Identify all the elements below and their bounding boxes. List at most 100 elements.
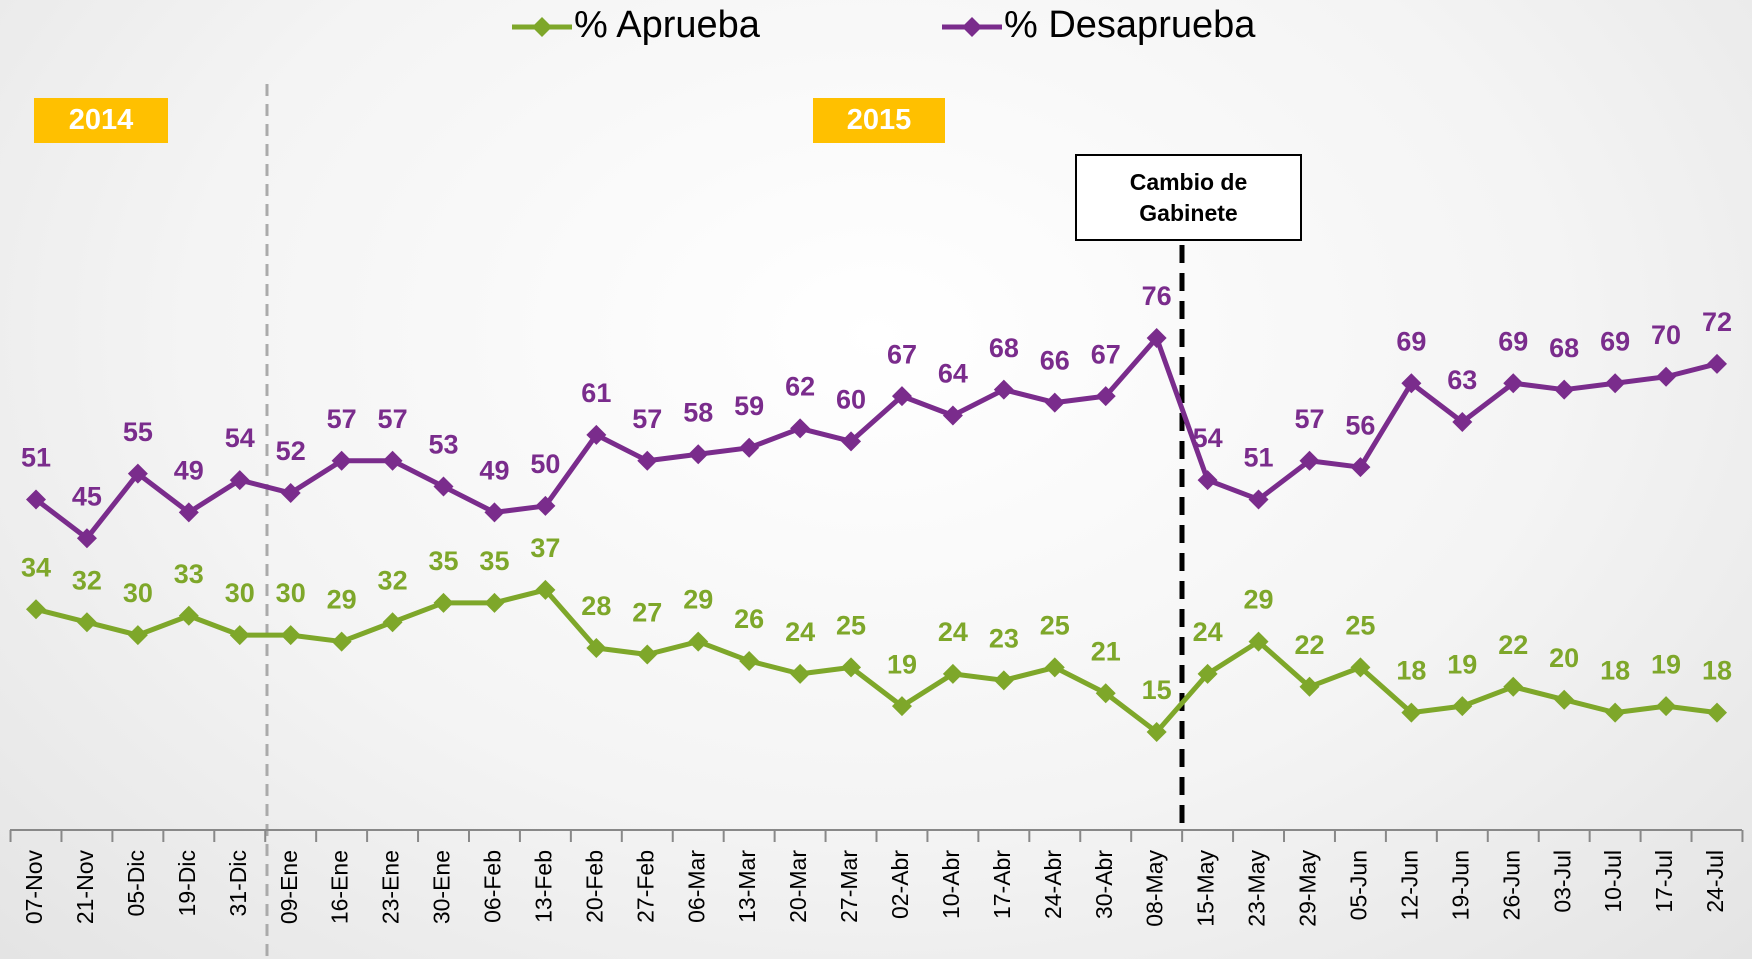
point bbox=[637, 644, 658, 665]
data-label: 19 bbox=[887, 649, 917, 679]
data-label: 22 bbox=[1498, 630, 1528, 660]
data-label: 29 bbox=[683, 585, 713, 615]
data-label: 32 bbox=[378, 565, 408, 595]
data-label: 58 bbox=[683, 397, 713, 427]
data-label: 63 bbox=[1447, 365, 1477, 395]
x-tick-label: 16-Ene bbox=[327, 850, 353, 924]
x-tick-label: 26-Jun bbox=[1498, 850, 1524, 920]
data-label: 25 bbox=[1345, 611, 1375, 641]
data-label: 32 bbox=[72, 565, 102, 595]
data-label: 30 bbox=[225, 578, 255, 608]
point bbox=[1299, 676, 1320, 697]
point bbox=[382, 450, 403, 471]
point bbox=[127, 463, 148, 484]
data-label: 67 bbox=[887, 339, 917, 369]
x-tick-label: 27-Feb bbox=[632, 850, 658, 923]
data-label: 29 bbox=[1244, 585, 1274, 615]
point bbox=[739, 437, 760, 458]
legend-marker bbox=[532, 17, 552, 37]
data-label: 35 bbox=[428, 546, 458, 576]
x-tick-label: 27-Mar bbox=[836, 850, 862, 923]
data-label: 49 bbox=[479, 456, 509, 486]
x-tick-label: 19-Dic bbox=[174, 850, 200, 916]
data-label: 29 bbox=[327, 585, 357, 615]
x-tick-label: 19-Jun bbox=[1447, 850, 1473, 920]
data-label: 68 bbox=[989, 333, 1019, 363]
x-tick-label: 31-Dic bbox=[225, 850, 251, 916]
point bbox=[1605, 702, 1626, 723]
data-label: 57 bbox=[1294, 404, 1324, 434]
x-tick-label: 15-May bbox=[1193, 850, 1219, 927]
point bbox=[1095, 683, 1116, 704]
point bbox=[891, 386, 912, 407]
x-tick-label: 02-Abr bbox=[887, 850, 913, 919]
data-label: 57 bbox=[327, 404, 357, 434]
point bbox=[942, 663, 963, 684]
point bbox=[739, 650, 760, 671]
point bbox=[280, 625, 301, 646]
data-label: 51 bbox=[1244, 443, 1274, 473]
point bbox=[1044, 657, 1065, 678]
point bbox=[433, 476, 454, 497]
x-tick-label: 10-Jul bbox=[1600, 850, 1626, 913]
point bbox=[1707, 702, 1727, 723]
data-label: 18 bbox=[1600, 656, 1630, 686]
point bbox=[1401, 373, 1422, 394]
point bbox=[76, 528, 97, 549]
data-label: 66 bbox=[1040, 346, 1070, 376]
point bbox=[1350, 657, 1371, 678]
point bbox=[1452, 696, 1473, 717]
x-tick-label: 24-Jul bbox=[1702, 850, 1728, 913]
x-tick-label: 09-Ene bbox=[276, 850, 302, 924]
data-label: 56 bbox=[1345, 410, 1375, 440]
series-line bbox=[35, 587, 1718, 735]
point bbox=[586, 638, 607, 659]
point bbox=[1605, 373, 1626, 394]
data-label: 57 bbox=[378, 404, 408, 434]
data-label: 25 bbox=[836, 611, 866, 641]
data-label: 60 bbox=[836, 384, 866, 414]
point bbox=[1299, 450, 1320, 471]
point bbox=[891, 696, 912, 717]
point bbox=[1197, 470, 1218, 491]
x-tick-label: 17-Abr bbox=[989, 850, 1015, 919]
point bbox=[229, 470, 250, 491]
data-label: 30 bbox=[276, 578, 306, 608]
data-label: 68 bbox=[1549, 333, 1579, 363]
point bbox=[76, 612, 97, 633]
data-label: 62 bbox=[785, 372, 815, 402]
x-tick-label: 13-Mar bbox=[734, 850, 760, 923]
point bbox=[637, 450, 658, 471]
x-tick-label: 20-Mar bbox=[785, 850, 811, 923]
data-label: 54 bbox=[225, 423, 255, 453]
data-label: 19 bbox=[1651, 649, 1681, 679]
data-label: 70 bbox=[1651, 320, 1681, 350]
point bbox=[790, 418, 811, 439]
point bbox=[484, 592, 505, 613]
point bbox=[1656, 696, 1677, 717]
data-label: 54 bbox=[1193, 423, 1223, 453]
point bbox=[331, 631, 352, 652]
x-tick-label: 23-May bbox=[1244, 850, 1270, 927]
data-label: 27 bbox=[632, 598, 662, 628]
annotation: Cambio de Gabinete bbox=[1075, 154, 1302, 241]
data-label: 69 bbox=[1600, 326, 1630, 356]
point bbox=[841, 431, 862, 452]
data-label: 18 bbox=[1702, 656, 1732, 686]
point bbox=[229, 625, 250, 646]
x-tick-label: 30-Abr bbox=[1091, 850, 1117, 919]
data-label: 35 bbox=[479, 546, 509, 576]
data-label: 52 bbox=[276, 436, 306, 466]
point bbox=[178, 605, 199, 626]
x-tick-label: 23-Ene bbox=[378, 850, 404, 924]
point bbox=[993, 670, 1014, 691]
x-tick-label: 05-Dic bbox=[123, 850, 149, 916]
point bbox=[1248, 489, 1269, 510]
data-label: 28 bbox=[581, 591, 611, 621]
data-label: 59 bbox=[734, 391, 764, 421]
data-label: 50 bbox=[530, 449, 560, 479]
x-tick-label: 08-May bbox=[1142, 850, 1168, 927]
point bbox=[688, 631, 709, 652]
point bbox=[535, 579, 556, 600]
data-label: 26 bbox=[734, 604, 764, 634]
